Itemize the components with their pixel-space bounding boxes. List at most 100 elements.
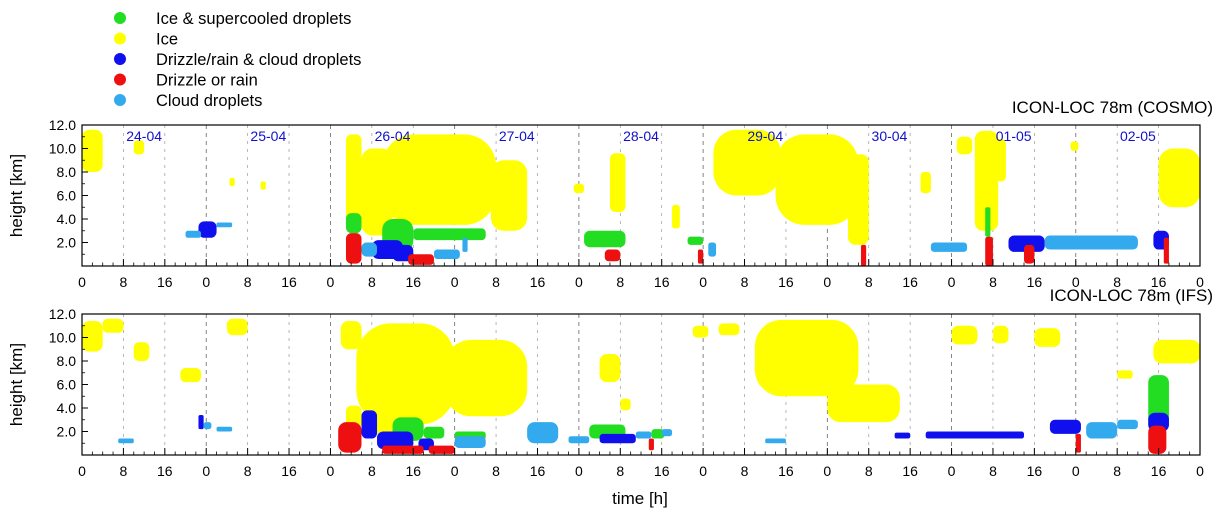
- cloud-region: [361, 242, 378, 257]
- cloud-region: [361, 410, 378, 439]
- cloud-region: [1044, 235, 1138, 250]
- x-tick-label: 8: [989, 274, 997, 290]
- cloud-region: [260, 181, 266, 190]
- cloud-region: [382, 134, 497, 225]
- x-tick-label: 0: [948, 274, 956, 290]
- x-tick-label: 8: [1113, 463, 1121, 479]
- x-axis-label: time [h]: [612, 489, 668, 508]
- cloud-region: [974, 130, 999, 231]
- cloud-region: [1008, 235, 1045, 252]
- x-tick-label: 16: [654, 463, 670, 479]
- cloud-region: [635, 431, 652, 439]
- cloud-region: [672, 204, 680, 229]
- x-tick-label: 0: [327, 274, 335, 290]
- cloud-region: [930, 242, 968, 252]
- day-label: 02-05: [1120, 128, 1156, 144]
- x-tick-label: 0: [823, 274, 831, 290]
- cloud-region: [609, 153, 626, 212]
- cloud-region: [392, 244, 414, 262]
- cloud-region: [713, 129, 781, 196]
- cloud-region: [356, 323, 455, 425]
- day-label: 01-05: [996, 128, 1032, 144]
- x-tick-label: 0: [823, 463, 831, 479]
- cloud-region: [765, 438, 786, 444]
- day-label: 24-04: [126, 128, 162, 144]
- cloud-region: [133, 342, 150, 361]
- x-tick-label: 0: [575, 274, 583, 290]
- cloud-region: [198, 221, 217, 238]
- cloud-region: [708, 242, 717, 257]
- x-tick-label: 0: [202, 274, 210, 290]
- cloud-region: [687, 236, 704, 245]
- x-tick-label: 16: [1151, 274, 1167, 290]
- x-tick-label: 8: [492, 463, 500, 479]
- panel-title: ICON-LOC 78m (IFS): [1050, 286, 1213, 305]
- cloud-region: [992, 139, 1006, 182]
- x-tick-label: 8: [741, 463, 749, 479]
- y-tick-label: 6.0: [57, 188, 77, 204]
- cloud-region: [377, 431, 414, 450]
- cloud-region: [894, 432, 911, 439]
- cloud-region: [1153, 339, 1200, 364]
- x-tick-label: 8: [492, 274, 500, 290]
- cloud-region: [718, 323, 740, 336]
- cloud-region: [992, 325, 1009, 344]
- x-tick-label: 8: [865, 463, 873, 479]
- legend-label: Ice: [156, 31, 178, 49]
- cloud-region: [1049, 419, 1081, 434]
- cloud-region: [648, 438, 654, 451]
- x-tick-label: 8: [741, 274, 749, 290]
- cloud-region: [340, 321, 362, 350]
- x-tick-label: 16: [1027, 274, 1043, 290]
- cloud-region: [82, 129, 103, 172]
- x-tick-label: 0: [575, 463, 583, 479]
- cloud-region: [697, 249, 704, 264]
- x-tick-label: 8: [616, 463, 624, 479]
- cloud-region: [433, 249, 460, 259]
- cloud-region: [599, 353, 621, 383]
- legend-marker: [114, 12, 126, 24]
- x-tick-label: 0: [948, 463, 956, 479]
- cloud-region: [956, 136, 973, 155]
- legend-marker: [114, 94, 126, 106]
- cloud-region: [584, 230, 626, 248]
- panel-ifs: 12.0 10.0 8.0 6.0 4.0 2.0 height [km] ICON-LOC …: [7, 286, 1213, 479]
- cloud-region: [1086, 422, 1118, 439]
- cloud-region: [345, 134, 362, 231]
- x-tick-label: 0: [327, 463, 335, 479]
- cloud-region: [444, 339, 528, 417]
- y-axis-label: height [km]: [7, 343, 26, 426]
- cloud-region: [1117, 370, 1133, 379]
- x-tick-label: 0: [78, 463, 86, 479]
- cloud-region: [345, 233, 362, 264]
- cloud-region: [1075, 433, 1081, 453]
- x-tick-label: 16: [281, 274, 297, 290]
- y-tick-label: 6.0: [57, 377, 77, 393]
- cloud-region: [338, 422, 362, 453]
- cloud-region: [1024, 244, 1035, 264]
- cloud-region: [428, 445, 455, 454]
- legend-label: Drizzle/rain & cloud droplets: [156, 51, 361, 69]
- panel-cosmo: 12.0 10.0 8.0 6.0 4.0 2.0 height [km] ICON-LOC …: [7, 98, 1213, 290]
- x-tick-label: 0: [699, 274, 707, 290]
- x-tick-label: 0: [451, 274, 459, 290]
- x-tick-label: 8: [865, 274, 873, 290]
- x-tick-label: 8: [368, 463, 376, 479]
- cloud-region: [1070, 141, 1079, 151]
- cloud-region: [102, 318, 124, 333]
- x-tick-label: 16: [530, 274, 546, 290]
- cloud-region: [198, 415, 204, 430]
- y-tick-label: 8.0: [57, 164, 77, 180]
- x-tick-label: 16: [1027, 463, 1043, 479]
- x-tick-label: 0: [202, 463, 210, 479]
- cloud-region: [462, 237, 468, 252]
- x-tick-label: 0: [451, 463, 459, 479]
- legend-marker: [114, 32, 126, 45]
- x-tick-label: 8: [244, 274, 252, 290]
- y-tick-label: 8.0: [57, 353, 77, 369]
- y-axis-label: height [km]: [7, 154, 26, 237]
- cloud-region: [180, 368, 202, 383]
- cloud-region: [1158, 148, 1200, 208]
- legend-marker: [114, 73, 126, 86]
- day-label: 25-04: [250, 128, 286, 144]
